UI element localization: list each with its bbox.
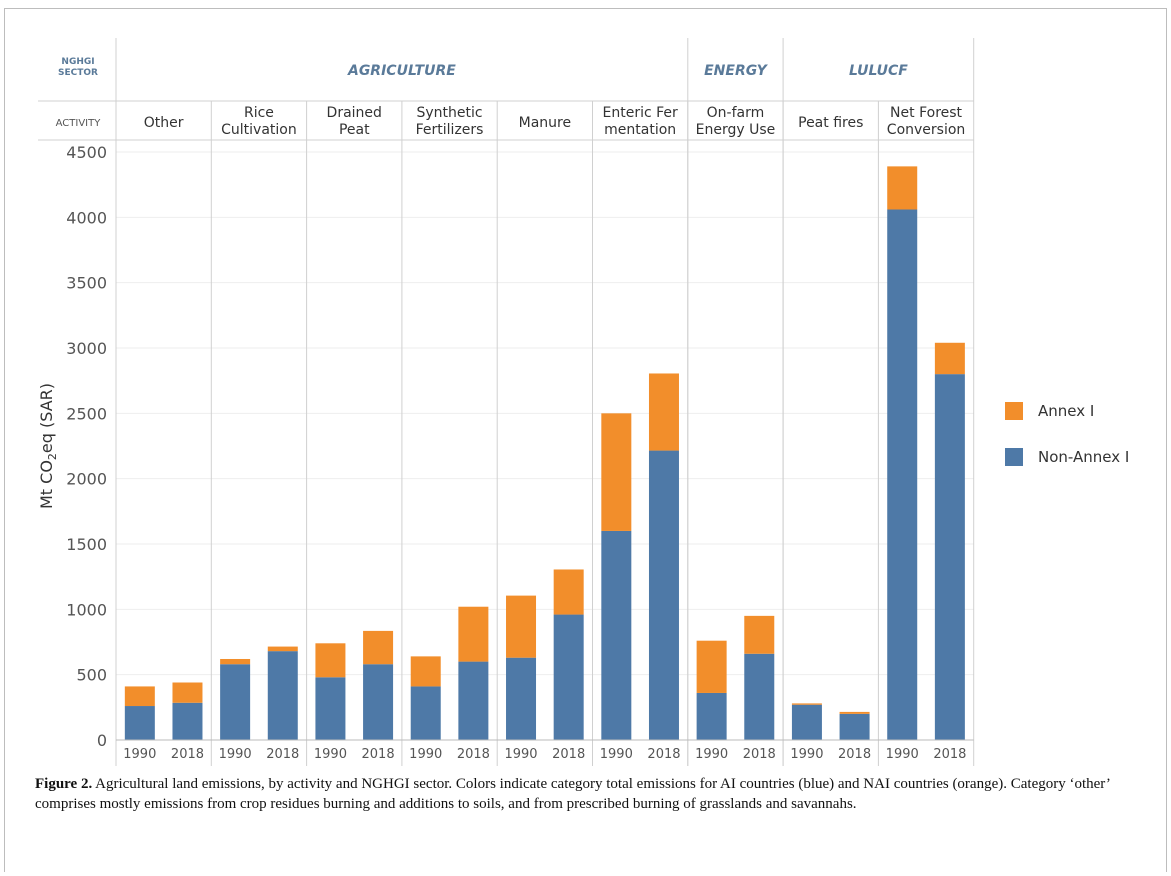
legend-swatch-non-annex [1005, 448, 1023, 466]
y-tick-label: 3500 [66, 274, 107, 293]
bar-non-annex [791, 704, 822, 740]
bar-annex [315, 643, 346, 678]
bar-non-annex [839, 713, 870, 740]
activity-label: Rice [244, 105, 274, 121]
activity-label: Manure [519, 115, 571, 131]
legend: Annex I Non-Annex I [1005, 400, 1129, 492]
bar-non-annex [648, 450, 679, 740]
figure-frame [4, 8, 1167, 872]
y-tick-label: 2500 [66, 404, 107, 423]
y-tick-label: 4500 [66, 143, 107, 162]
year-tick-label: 2018 [743, 747, 776, 762]
year-tick-label: 1990 [504, 747, 537, 762]
bar-annex [696, 640, 727, 693]
figure-caption: Figure 2. Agricultural land emissions, b… [35, 775, 1135, 814]
legend-swatch-annex [1005, 402, 1023, 420]
legend-item-annex: Annex I [1005, 400, 1129, 422]
year-tick-label: 1990 [600, 747, 633, 762]
bar-annex [410, 656, 441, 687]
bar-non-annex [744, 653, 775, 740]
year-tick-label: 2018 [171, 747, 204, 762]
year-tick-label: 1990 [886, 747, 919, 762]
legend-label-annex: Annex I [1038, 402, 1095, 420]
y-tick-label: 2000 [66, 470, 107, 489]
y-tick-label: 3000 [66, 339, 107, 358]
sector-label: AGRICULTURE [347, 63, 456, 79]
activity-label: Net Forest [890, 105, 963, 121]
bar-annex [220, 658, 251, 665]
legend-item-non-annex: Non-Annex I [1005, 446, 1129, 468]
y-tick-label: 4000 [66, 208, 107, 227]
y-tick-label: 1000 [66, 600, 107, 619]
activity-label: Fertilizers [416, 122, 484, 138]
year-tick-label: 2018 [838, 747, 871, 762]
bar-annex [601, 413, 632, 531]
activity-label: Synthetic [416, 105, 482, 121]
bar-annex [172, 682, 203, 703]
bar-non-annex [458, 661, 489, 740]
sector-header-label: SECTOR [58, 68, 98, 78]
year-tick-label: 2018 [362, 747, 395, 762]
activity-label: mentation [604, 122, 676, 138]
bar-non-annex [934, 374, 965, 740]
activity-label: Other [144, 115, 184, 131]
bar-non-annex [696, 692, 727, 740]
year-tick-label: 1990 [123, 747, 156, 762]
activity-label: Drained [327, 105, 382, 121]
y-tick-label: 0 [97, 731, 107, 750]
bar-annex [887, 166, 918, 210]
y-axis-label: Mt CO2eq (SAR) [37, 383, 59, 509]
bar-non-annex [315, 677, 346, 740]
bar-non-annex [553, 614, 584, 740]
bar-non-annex [124, 706, 155, 740]
bar-non-annex [172, 702, 203, 740]
bar-annex [744, 615, 775, 654]
y-tick-label: 500 [76, 666, 107, 685]
y-tick-label: 1500 [66, 535, 107, 554]
bar-non-annex [363, 664, 394, 740]
year-tick-label: 1990 [409, 747, 442, 762]
activity-header-label: ACTIVITY [56, 118, 102, 129]
activity-label: Conversion [887, 122, 966, 138]
year-tick-label: 1990 [790, 747, 823, 762]
bar-annex [648, 373, 679, 451]
year-tick-label: 2018 [647, 747, 680, 762]
bar-non-annex [410, 686, 441, 740]
year-tick-label: 1990 [219, 747, 252, 762]
activity-label: Cultivation [221, 122, 297, 138]
legend-label-non-annex: Non-Annex I [1038, 448, 1130, 466]
bar-non-annex [506, 657, 537, 740]
year-tick-label: 2018 [552, 747, 585, 762]
activity-label: Enteric Fer [603, 105, 679, 121]
figure-label: Figure 2. [35, 776, 93, 792]
year-tick-label: 1990 [314, 747, 347, 762]
bar-non-annex [601, 530, 632, 740]
caption-text: Agricultural land emissions, by activity… [35, 776, 1110, 812]
bar-annex [267, 646, 298, 652]
activity-label: Energy Use [696, 122, 776, 138]
bar-non-annex [887, 209, 918, 740]
year-tick-label: 2018 [933, 747, 966, 762]
sector-label: ENERGY [704, 63, 769, 79]
bar-annex [791, 703, 822, 705]
activity-label: Peat fires [798, 115, 863, 131]
bar-annex [553, 569, 584, 615]
activity-label: On-farm [707, 105, 765, 121]
bar-annex [458, 606, 489, 662]
bar-non-annex [220, 664, 251, 740]
bar-annex [839, 711, 870, 714]
year-tick-label: 2018 [457, 747, 490, 762]
sector-label: LULUCF [849, 63, 908, 79]
bar-annex [934, 342, 965, 375]
bar-annex [363, 630, 394, 665]
bar-annex [506, 595, 537, 658]
bar-annex [124, 686, 155, 707]
activity-label: Peat [339, 122, 370, 138]
sector-header-label: NGHGI [61, 57, 94, 67]
bar-non-annex [267, 651, 298, 740]
year-tick-label: 2018 [266, 747, 299, 762]
year-tick-label: 1990 [695, 747, 728, 762]
